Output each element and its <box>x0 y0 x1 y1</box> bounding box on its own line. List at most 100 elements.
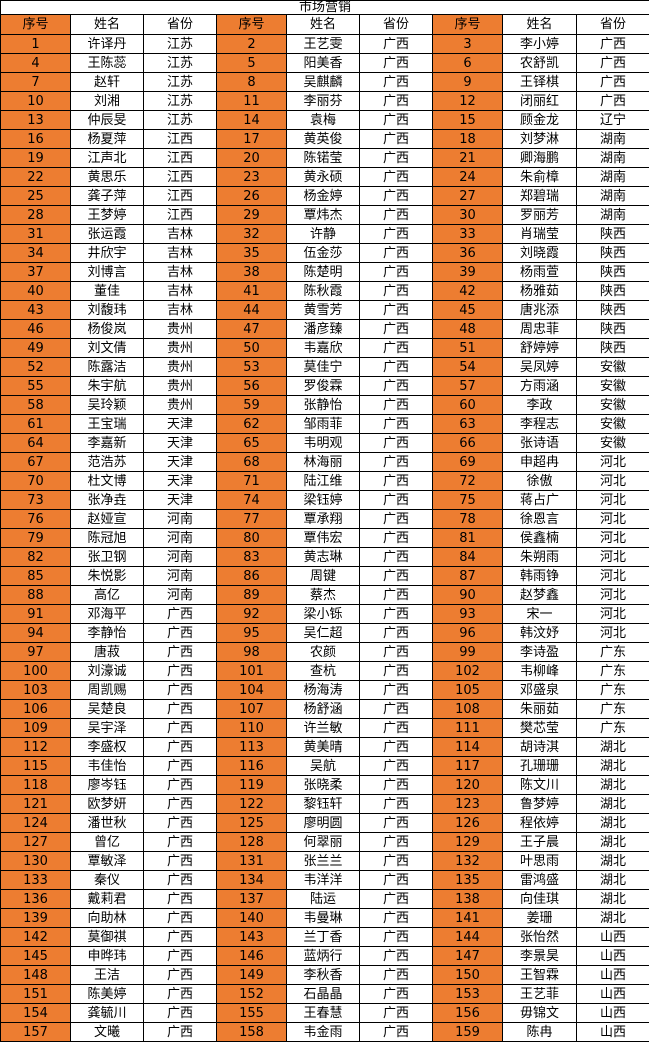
serial-cell: 7 <box>0 72 71 92</box>
name-cell: 韦柳峰 <box>502 661 577 681</box>
name-cell: 杨俊岚 <box>70 319 144 339</box>
name-cell: 王洁 <box>70 965 144 985</box>
serial-cell: 52 <box>0 357 71 377</box>
name-cell: 李丽芬 <box>286 91 360 111</box>
province-cell: 广西 <box>359 376 433 396</box>
province-cell: 天津 <box>143 452 217 472</box>
serial-cell: 34 <box>0 243 71 263</box>
name-cell: 顾金龙 <box>502 110 577 130</box>
name-cell: 方雨涵 <box>502 376 577 396</box>
page-title: 市场营销 <box>0 0 649 15</box>
table-row: 82 张卫钢 河南 83 黄志琳 广西 84 朱朔雨 河北 <box>0 547 649 567</box>
name-cell: 王子晨 <box>502 832 577 852</box>
table-row: 16 杨夏萍 江西 17 黄英俊 广西 18 刘梦淋 湖南 <box>0 129 649 149</box>
serial-cell: 14 <box>216 110 287 130</box>
column-header-name: 姓名 <box>70 14 144 35</box>
serial-cell: 47 <box>216 319 287 339</box>
serial-cell: 79 <box>0 528 71 548</box>
serial-cell: 68 <box>216 452 287 472</box>
province-cell: 广西 <box>359 471 433 491</box>
name-cell: 吴玲颖 <box>70 395 144 415</box>
table-row: 7 赵轩 江苏 8 吴麒麟 广西 9 王铎棋 广西 <box>0 72 649 92</box>
province-cell: 湖南 <box>576 186 649 206</box>
name-cell: 查杭 <box>286 661 360 681</box>
province-cell: 河南 <box>143 547 217 567</box>
serial-cell: 96 <box>432 623 503 643</box>
province-cell: 河北 <box>576 452 649 472</box>
serial-cell: 45 <box>432 300 503 320</box>
serial-cell: 33 <box>432 224 503 244</box>
serial-cell: 32 <box>216 224 287 244</box>
name-cell: 舒婷婷 <box>502 338 577 358</box>
province-cell: 河南 <box>143 509 217 529</box>
serial-cell: 19 <box>0 148 71 168</box>
name-cell: 张净垚 <box>70 490 144 510</box>
province-cell: 广西 <box>359 395 433 415</box>
province-cell: 广西 <box>359 528 433 548</box>
name-cell: 何翠丽 <box>286 832 360 852</box>
province-cell: 湖南 <box>576 129 649 149</box>
name-cell: 朱宇航 <box>70 376 144 396</box>
table-row: 37 刘博言 吉林 38 陈楚明 广西 39 杨雨萱 陕西 <box>0 262 649 282</box>
province-cell: 广东 <box>576 642 649 662</box>
serial-cell: 102 <box>432 661 503 681</box>
name-cell: 陈秋霞 <box>286 281 360 301</box>
table-row: 91 邓海平 广西 92 梁小铄 广西 93 宋一 河北 <box>0 604 649 624</box>
name-cell: 张静怡 <box>286 395 360 415</box>
province-cell: 湖南 <box>576 205 649 225</box>
name-cell: 韦嘉欣 <box>286 338 360 358</box>
province-cell: 江苏 <box>143 34 217 54</box>
name-cell: 张兰兰 <box>286 851 360 871</box>
serial-cell: 93 <box>432 604 503 624</box>
table-row: 115 韦佳怡 广西 116 吴航 广西 117 孔珊珊 湖北 <box>0 756 649 776</box>
serial-cell: 5 <box>216 53 287 73</box>
province-cell: 贵州 <box>143 376 217 396</box>
province-cell: 广西 <box>359 300 433 320</box>
province-cell: 广西 <box>359 965 433 985</box>
column-header-serial: 序号 <box>432 14 503 35</box>
column-header-province: 省份 <box>576 14 649 35</box>
serial-cell: 65 <box>216 433 287 453</box>
serial-cell: 2 <box>216 34 287 54</box>
province-cell: 湖北 <box>576 813 649 833</box>
province-cell: 天津 <box>143 414 217 434</box>
name-cell: 李小婷 <box>502 34 577 54</box>
serial-cell: 115 <box>0 756 71 776</box>
province-cell: 广西 <box>359 547 433 567</box>
province-cell: 广东 <box>576 718 649 738</box>
name-cell: 徐恩言 <box>502 509 577 529</box>
province-cell: 河南 <box>143 585 217 605</box>
name-cell: 杨夏萍 <box>70 129 144 149</box>
column-header-province: 省份 <box>143 14 217 35</box>
name-cell: 梁小铄 <box>286 604 360 624</box>
name-cell: 莫佳宁 <box>286 357 360 377</box>
name-cell: 蒋占广 <box>502 490 577 510</box>
serial-cell: 1 <box>0 34 71 54</box>
name-cell: 韦佳怡 <box>70 756 144 776</box>
province-cell: 广西 <box>143 737 217 757</box>
serial-cell: 139 <box>0 908 71 928</box>
table-body: 1 许译丹 江苏 2 王艺雯 广西 3 李小婷 广西 4 王陈蕊 江苏 5 阳美香 广西 6 农舒凯 广西 7 赵轩江… <box>0 34 649 1042</box>
name-cell: 覃敏泽 <box>70 851 144 871</box>
serial-cell: 60 <box>432 395 503 415</box>
name-cell: 雷鸿盛 <box>502 870 577 890</box>
serial-cell: 28 <box>0 205 71 225</box>
name-cell: 王智霖 <box>502 965 577 985</box>
province-cell: 湖北 <box>576 908 649 928</box>
serial-cell: 121 <box>0 794 71 814</box>
table-row: 79 陈冠旭 河南 80 覃伟宏 广西 81 侯鑫楠 河北 <box>0 528 649 548</box>
serial-cell: 120 <box>432 775 503 795</box>
province-cell: 山西 <box>576 927 649 947</box>
serial-cell: 130 <box>0 851 71 871</box>
province-cell: 广西 <box>359 1003 433 1023</box>
table-row: 100 刘濠诚 广西 101 查杭 广西 102 韦柳峰 广东 <box>0 661 649 681</box>
province-cell: 广西 <box>359 281 433 301</box>
province-cell: 广西 <box>359 490 433 510</box>
table-row: 118 廖岑钰 广西 119 张晓柔 广西 120 陈文川 湖北 <box>0 775 649 795</box>
name-cell: 刘文倩 <box>70 338 144 358</box>
serial-cell: 108 <box>432 699 503 719</box>
column-header-name: 姓名 <box>286 14 360 35</box>
name-cell: 阳美香 <box>286 53 360 73</box>
serial-cell: 90 <box>432 585 503 605</box>
name-cell: 赵梦鑫 <box>502 585 577 605</box>
